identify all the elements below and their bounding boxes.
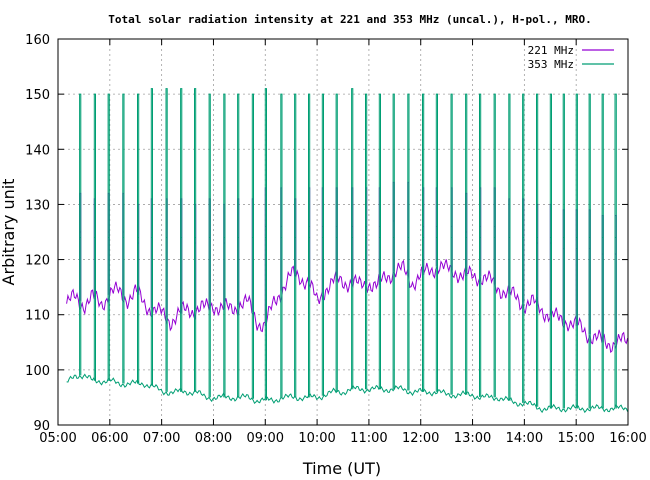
x-tick-label: 05:00 [39,431,76,446]
x-tick-label: 06:00 [91,431,128,446]
spike-1-22 [392,93,395,390]
x-axis-label: Time (UT) [302,459,381,478]
spike-1-16 [308,93,311,398]
spike-1-8 [194,88,197,392]
y-tick-label: 130 [25,198,50,213]
spike-1-30 [508,93,511,401]
spike-1-3 [122,93,125,384]
spike-1-38 [614,93,617,409]
spike-1-6 [165,88,168,392]
y-tick-label: 140 [25,143,50,158]
spike-1-4 [137,93,140,384]
spike-1-34 [562,93,565,409]
x-tick-label: 09:00 [247,431,284,446]
spike-1-24 [422,93,425,392]
x-tick-label: 12:00 [402,431,439,446]
spike-1-11 [237,93,240,398]
spike-1-0 [79,93,82,376]
spike-1-10 [223,93,226,398]
x-tick-label: 14:00 [506,431,543,446]
spike-1-28 [479,93,482,397]
spike-1-17 [321,93,324,396]
x-tick-label: 16:00 [609,431,646,446]
series-line-0 [66,259,629,354]
legend: 221 MHz 353 MHz [528,44,614,71]
spike-1-37 [601,93,604,409]
chart-title: Total solar radiation intensity at 221 a… [108,13,591,26]
y-axis-label: Arbitrary unit [0,179,18,286]
x-tick-label: 10:00 [298,431,335,446]
spike-1-35 [575,93,578,409]
spike-1-36 [588,93,591,409]
spike-1-32 [536,93,539,407]
legend-label-221mhz: 221 MHz [528,44,574,57]
spike-1-12 [251,93,254,399]
spike-1-13 [264,88,267,401]
spike-1-14 [280,93,283,398]
plot-frame [57,38,629,426]
y-tick-label: 120 [25,254,50,269]
y-tick-label: 100 [25,364,50,379]
y-tick-label: 90 [33,419,50,434]
spike-1-29 [493,93,496,398]
series-line-1 [66,373,629,414]
spike-1-25 [435,93,438,392]
y-tick-label: 160 [25,33,50,48]
spike-1-18 [335,93,338,392]
y-tick-label: 150 [25,88,50,103]
series-layer [66,88,629,414]
spike-1-27 [465,93,468,395]
spike-1-21 [378,93,381,390]
spike-1-15 [294,93,297,398]
spike-1-31 [522,93,525,403]
x-tick-label: 08:00 [195,431,232,446]
spike-1-9 [208,93,211,398]
spike-1-33 [549,93,552,409]
legend-label-353mhz: 353 MHz [528,58,574,71]
axes: 05:00 06:00 07:00 08:00 09:00 10:00 11:00 12:00… [25,33,647,446]
spike-1-26 [450,93,453,395]
x-tick-label: 07:00 [143,431,180,446]
x-tick-label: 13:00 [454,431,491,446]
y-tick-label: 110 [25,309,50,324]
spike-1-19 [351,88,354,390]
spike-1-7 [180,88,183,392]
spike-1-20 [365,93,368,390]
spike-1-23 [407,93,410,391]
x-tick-label: 11:00 [350,431,387,446]
x-tick-label: 15:00 [557,431,594,446]
